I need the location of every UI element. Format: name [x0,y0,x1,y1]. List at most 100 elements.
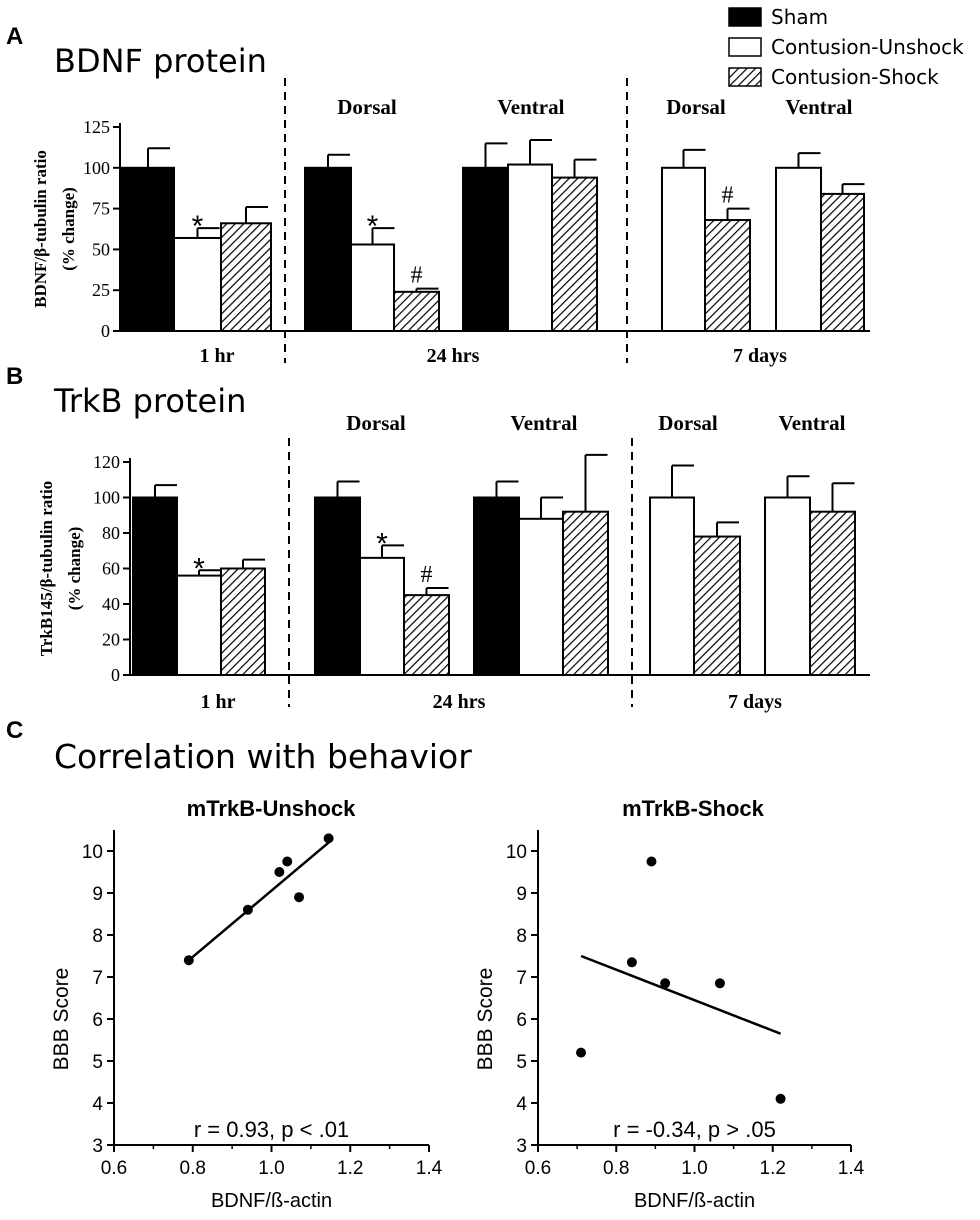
y-tick-label: 3 [516,1136,527,1157]
bar-sham [462,166,509,332]
y-tick-label: 100 [93,488,120,508]
subgroup-label: Ventral [511,411,578,435]
significance-asterisk: * [367,210,379,243]
plot-title: mTrkB-Unshock [187,796,356,821]
y-axis-label: BDNF/β-tubulin ratio [31,150,50,308]
data-point [646,856,657,867]
legend-swatch-unshock [728,37,762,57]
panel-letter-a: A [6,23,23,50]
data-point [282,856,293,867]
y-axis-label-units: (% change) [59,187,78,271]
bar-contusion-shock [820,192,865,332]
significance-hash: # [411,263,423,289]
group-label: 24 hrs [427,345,480,367]
x-tick-label: 1.0 [258,1158,284,1179]
bar-sham [121,166,175,332]
bar-contusion-unshock [359,556,405,676]
y-tick-label: 3 [92,1136,103,1157]
y-tick-label: 9 [92,884,103,905]
regression-line [188,841,330,962]
y-tick-label: 25 [92,280,110,300]
bar-contusion-unshock [350,243,395,332]
x-tick-label: 1.4 [838,1158,865,1179]
subgroup-label: Dorsal [658,411,718,435]
y-axis-label: BBB Score [474,968,497,1071]
x-tick-label: 1.2 [337,1158,363,1179]
shock-scatter-plot: mTrkB-Shock 3 4 5 6 7 8 9 10 0.6 0.8 1.0 1.2 1.4 BDNF/… [474,796,865,1212]
bar-contusion-unshock [507,163,553,332]
panel-letter-c: C [6,717,23,744]
x-tick-label: 0.8 [603,1158,629,1179]
data-point [660,978,671,989]
data-point [576,1047,587,1058]
bar-contusion-shock [220,567,266,676]
y-tick-label: 0 [101,321,110,341]
data-point [274,867,285,877]
y-tick-label: 120 [93,452,120,472]
x-tick-label: 0.6 [525,1158,551,1179]
y-tick-label: 5 [92,1052,103,1073]
panel-title-b: TrkB protein [53,382,246,420]
y-axis-label: BBB Score [50,968,73,1071]
panel-title-a: BDNF protein [54,42,267,80]
group-label: 1 hr [201,691,236,713]
data-point [183,955,194,966]
correlation-annotation: r = -0.34, p > .05 [613,1117,776,1142]
significance-hash: # [722,183,734,209]
significance-asterisk: * [192,210,204,243]
y-tick-label: 40 [102,594,120,614]
trkb-bar-chart: 0 20 40 60 80 100 120 TrkB145/β-tubulin ratio (%… [37,411,870,713]
y-tick-label: 8 [516,926,527,947]
y-tick-label: 125 [83,117,110,137]
data-point [242,904,253,915]
y-tick-label: 9 [516,884,527,905]
x-tick-label: 1.4 [416,1158,443,1179]
bar-contusion-unshock [649,496,695,676]
bar-contusion-unshock [764,496,811,676]
y-tick-label: 6 [92,1010,103,1031]
panel-title-c: Correlation with behavior [54,737,472,776]
y-tick-label: 7 [92,968,103,989]
y-tick-label: 10 [506,842,527,863]
legend-swatch-sham [728,7,762,27]
significance-hash: # [421,562,433,588]
legend-label-sham: Sham [771,5,828,29]
bar-contusion-shock [809,510,856,677]
subgroup-label: Dorsal [346,411,406,435]
group-label: 7 days [728,691,782,713]
y-tick-label: 20 [102,630,120,650]
data-point [626,957,637,968]
plot-title: mTrkB-Shock [622,796,765,821]
y-tick-label: 50 [92,239,110,259]
data-point [294,892,305,903]
x-axis-label: BDNF/ß-actin [634,1190,755,1212]
y-tick-label: 4 [516,1094,527,1115]
data-point [775,1093,786,1104]
significance-asterisk: * [376,527,388,560]
y-tick-label: 8 [92,926,103,947]
bar-contusion-unshock [173,236,222,332]
panel-letter-b: B [6,363,23,390]
group-label: 1 hr [200,345,235,367]
bar-contusion-shock [403,594,450,676]
bar-contusion-unshock [775,166,822,332]
subgroup-label: Dorsal [337,95,397,119]
bar-contusion-shock [393,290,440,332]
bar-sham [304,166,352,332]
legend-label-unshock: Contusion-Unshock [771,35,964,59]
x-tick-label: 0.6 [101,1158,127,1179]
y-tick-label: 6 [516,1010,527,1031]
group-label: 7 days [733,345,787,367]
x-tick-label: 0.8 [180,1158,206,1179]
subgroup-label: Dorsal [666,95,726,119]
y-tick-label: 75 [92,199,110,219]
y-axis-label: TrkB145/β-tubulin ratio [37,481,56,656]
y-axis-label-units: (% change) [65,527,84,611]
correlation-annotation: r = 0.93, p < .01 [194,1117,349,1142]
bar-contusion-shock [693,535,741,676]
y-tick-label: 4 [92,1094,103,1115]
x-axis-label: BDNF/ß-actin [211,1190,332,1212]
bar-contusion-shock [562,510,609,677]
y-tick-label: 80 [102,523,120,543]
